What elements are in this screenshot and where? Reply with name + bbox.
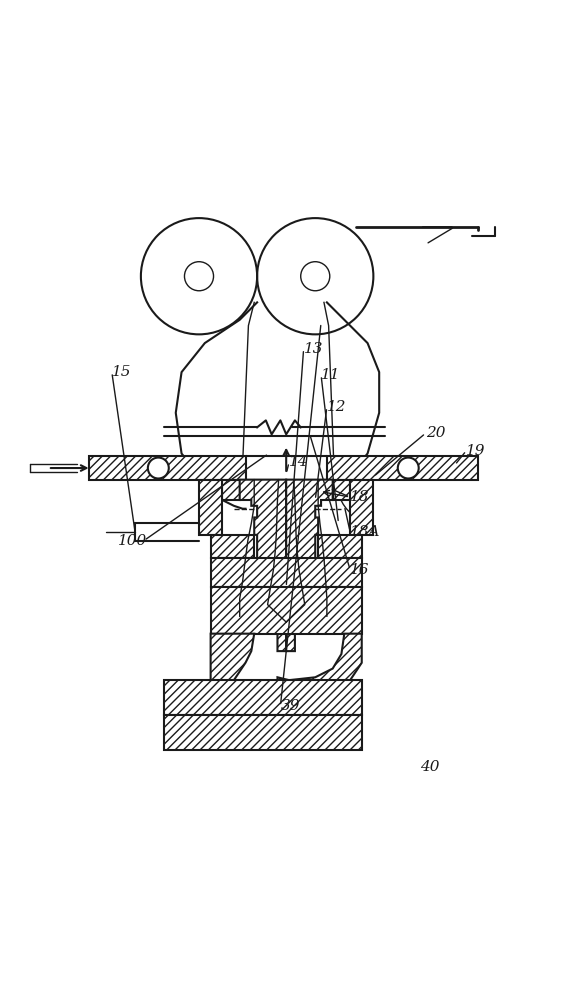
Text: 16: 16 (350, 563, 370, 577)
Text: 15: 15 (112, 365, 131, 379)
Polygon shape (211, 634, 254, 680)
Polygon shape (211, 587, 361, 634)
Polygon shape (211, 558, 361, 587)
Polygon shape (164, 715, 361, 750)
Text: 13: 13 (304, 342, 323, 356)
Polygon shape (239, 480, 286, 651)
Text: 39: 39 (280, 699, 300, 713)
Polygon shape (277, 634, 361, 698)
Polygon shape (164, 680, 361, 715)
Polygon shape (333, 480, 350, 500)
Text: 18: 18 (350, 490, 370, 504)
Text: 40: 40 (420, 760, 439, 774)
Polygon shape (89, 456, 245, 480)
Polygon shape (211, 535, 254, 558)
Polygon shape (350, 480, 373, 535)
Polygon shape (199, 480, 223, 535)
Text: 18A: 18A (350, 525, 381, 539)
Circle shape (148, 458, 169, 478)
Text: 100: 100 (117, 534, 147, 548)
Text: 14: 14 (289, 455, 308, 469)
Text: 11: 11 (321, 368, 340, 382)
Text: 20: 20 (426, 426, 445, 440)
Polygon shape (327, 456, 478, 480)
Polygon shape (223, 480, 239, 500)
Circle shape (398, 458, 419, 478)
Text: 12: 12 (327, 400, 346, 414)
Text: 19: 19 (467, 444, 486, 458)
Polygon shape (318, 535, 361, 558)
Polygon shape (286, 480, 333, 651)
